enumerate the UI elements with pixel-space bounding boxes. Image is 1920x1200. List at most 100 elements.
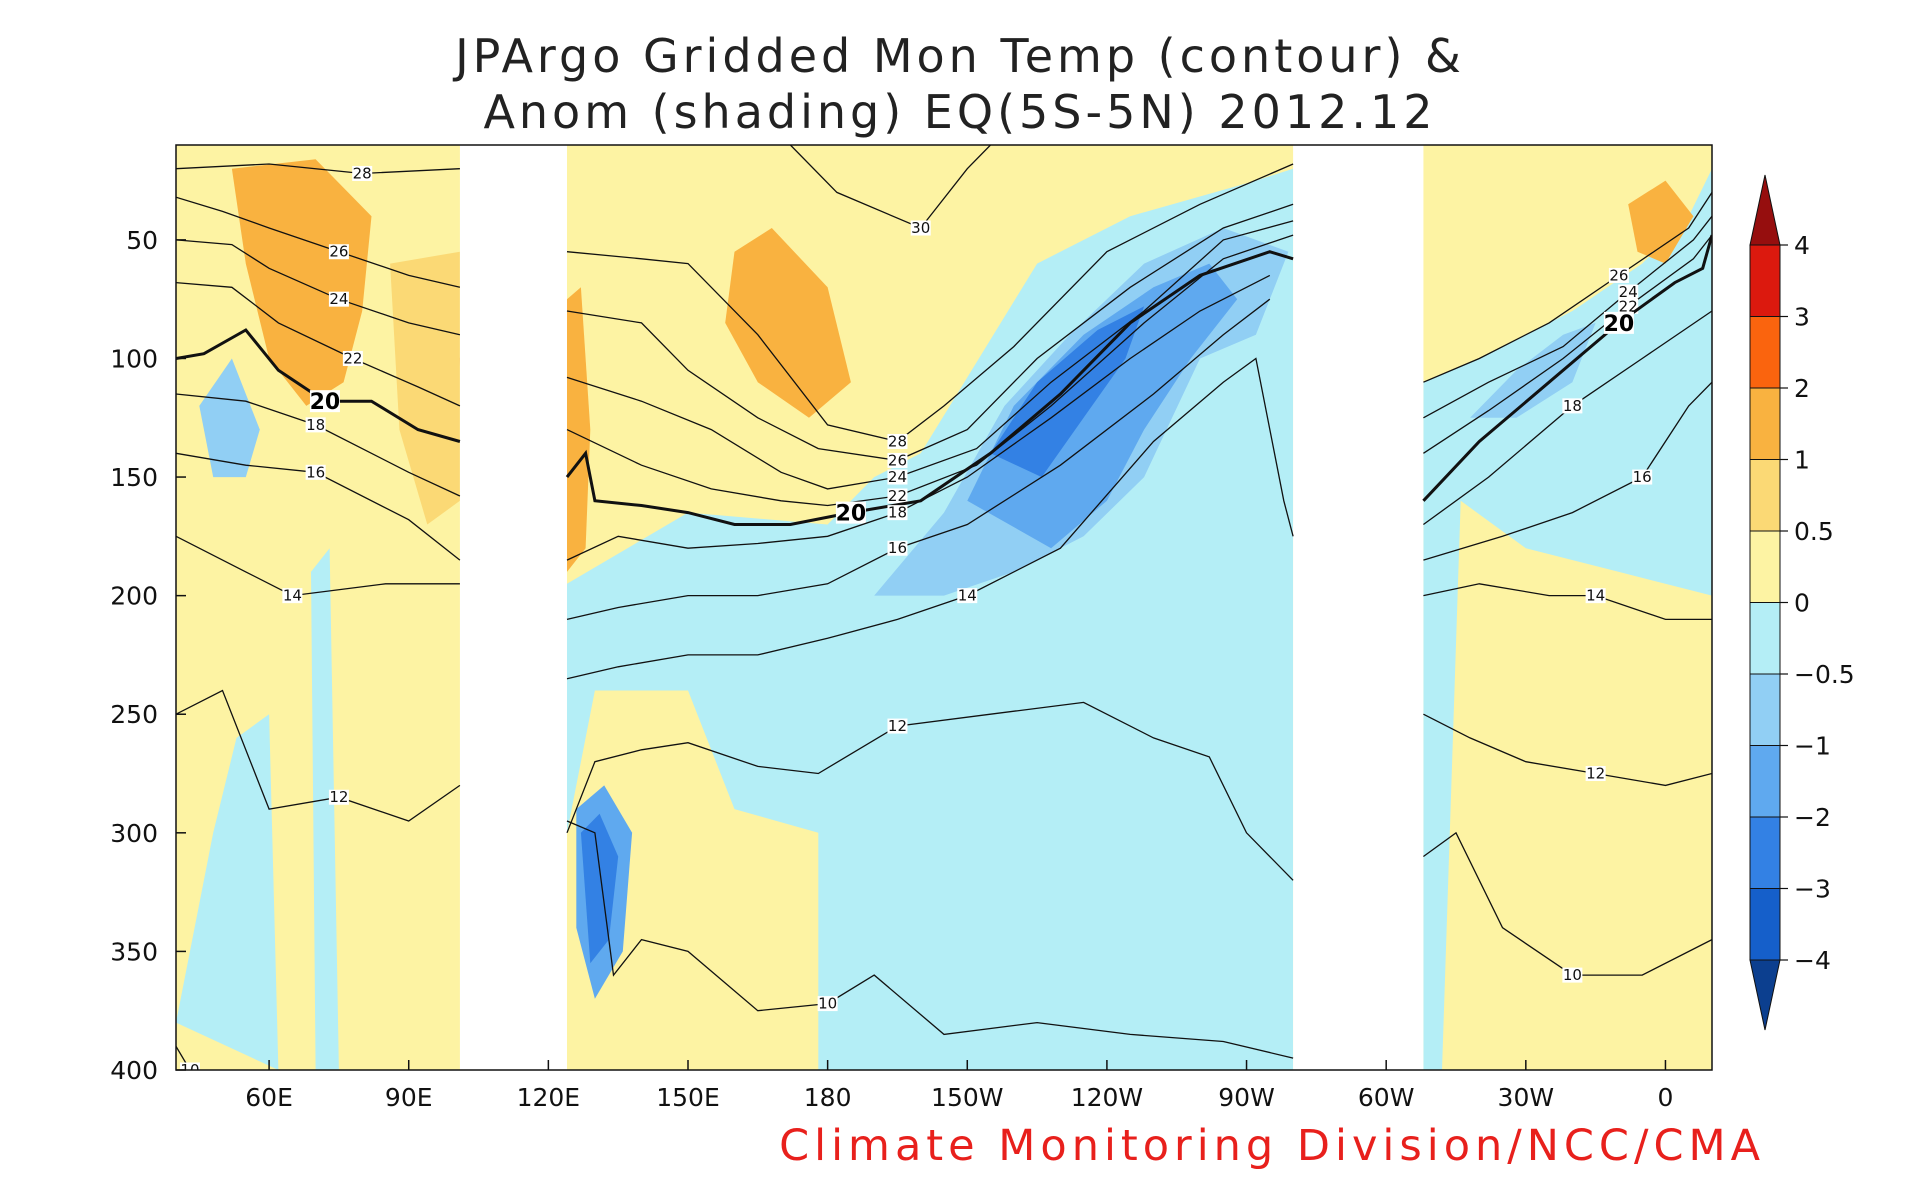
contour-label: 16 — [1632, 468, 1653, 486]
y-tick-label: 150 — [110, 463, 158, 492]
x-tick-label: 180 — [804, 1083, 852, 1112]
contour-label: 30 — [910, 219, 931, 237]
anomaly-region — [311, 548, 339, 1070]
x-tick-label: 90W — [1218, 1083, 1275, 1112]
contour-line — [1423, 234, 1712, 454]
x-tick-label: 120E — [517, 1083, 581, 1112]
svg-text:26: 26 — [329, 243, 348, 261]
colorbar-top-arrow — [1749, 174, 1781, 246]
x-tick-label: 120W — [1071, 1083, 1143, 1112]
contour-label: 12 — [887, 717, 908, 735]
svg-text:12: 12 — [329, 788, 348, 806]
colorbar-bin — [1749, 387, 1781, 460]
anomaly-region — [390, 251, 460, 525]
colorbar-label: −4 — [1794, 946, 1831, 975]
contour-label: 20 — [836, 501, 866, 527]
colorbar-label: 1 — [1794, 446, 1810, 475]
contour-label: 12 — [1585, 765, 1606, 783]
contour-line — [1423, 381, 1712, 561]
svg-text:16: 16 — [888, 539, 907, 557]
contour-label: 22 — [342, 349, 363, 367]
colorbar-bin — [1749, 673, 1781, 746]
contour-label: 28 — [887, 432, 908, 450]
contour-line — [1423, 583, 1712, 621]
svg-text:18: 18 — [306, 416, 325, 434]
contour-line — [1423, 713, 1712, 787]
svg-text:20: 20 — [1604, 312, 1635, 337]
colorbar-bin — [1749, 316, 1781, 389]
contour-label: 10 — [179, 1061, 200, 1070]
colorbar-bin — [1749, 816, 1781, 889]
svg-text:14: 14 — [283, 587, 302, 605]
svg-text:18: 18 — [888, 504, 907, 522]
svg-text:12: 12 — [888, 717, 907, 735]
contour-label: 14 — [1585, 587, 1606, 605]
contour-label: 24 — [887, 468, 908, 486]
anomaly-region — [967, 263, 1238, 549]
contour-20-line — [176, 328, 461, 443]
anomaly-region — [725, 228, 851, 418]
x-tick-label: 60W — [1358, 1083, 1415, 1112]
svg-text:28: 28 — [888, 432, 907, 450]
svg-text:10: 10 — [1563, 966, 1582, 984]
contour-label: 24 — [1618, 283, 1639, 301]
y-tick-label: 350 — [110, 937, 158, 966]
svg-text:16: 16 — [306, 463, 325, 481]
anomaly-region — [1470, 322, 1596, 418]
contour-label: 10 — [817, 995, 838, 1013]
colorbar-label: 3 — [1794, 303, 1810, 332]
contour-line — [176, 196, 461, 288]
contour-label: 20 — [1604, 311, 1635, 337]
contour-label: 14 — [282, 587, 303, 605]
colorbar-label: 4 — [1794, 231, 1810, 260]
svg-text:22: 22 — [343, 349, 362, 367]
svg-text:12: 12 — [1586, 765, 1605, 783]
colorbar: 4 3 2 1 0.5 0 −0.5 −1 −2 −3 −4 — [1749, 174, 1855, 1031]
svg-text:26: 26 — [1609, 266, 1628, 284]
contour-label: 18 — [887, 504, 908, 522]
contour-label: 10 — [1562, 966, 1583, 984]
svg-text:26: 26 — [888, 451, 907, 469]
svg-text:22: 22 — [1619, 297, 1638, 315]
colorbar-label: −0.5 — [1794, 660, 1855, 689]
colorbar-label: −2 — [1794, 803, 1831, 832]
colorbar-bin — [1749, 745, 1781, 818]
colorbar-label: −1 — [1794, 732, 1831, 761]
y-axis: 50 100 150 200 250 300 350 400 — [110, 226, 186, 1085]
contour-label: 14 — [957, 587, 978, 605]
svg-text:22: 22 — [888, 487, 907, 505]
contour-label: 18 — [1562, 397, 1583, 415]
colorbar-bin — [1749, 459, 1781, 532]
contour-line — [176, 689, 461, 822]
svg-text:14: 14 — [958, 587, 977, 605]
contour-label: 22 — [1618, 297, 1639, 315]
svg-text:18: 18 — [1563, 397, 1582, 415]
contour-label: 26 — [1608, 266, 1629, 284]
svg-text:28: 28 — [353, 164, 372, 182]
x-tick-label: 30W — [1498, 1083, 1555, 1112]
y-tick-label: 50 — [126, 226, 158, 255]
contour-line — [1423, 215, 1712, 419]
contour-line — [176, 163, 460, 175]
land-gap — [459, 145, 567, 1070]
x-tick-label: 90E — [385, 1083, 433, 1112]
contour-label: 28 — [352, 164, 373, 182]
colorbar-label: −3 — [1794, 875, 1831, 904]
colorbar-label: 0.5 — [1794, 517, 1834, 546]
anomaly-region — [567, 287, 591, 572]
contour-label: 16 — [887, 539, 908, 557]
land-gap — [1293, 145, 1424, 1070]
contour-label: 26 — [887, 451, 908, 469]
credit-text: Climate Monitoring Division/NCC/CMA — [779, 1121, 1765, 1171]
x-tick-label: 60E — [245, 1083, 293, 1112]
colorbar-bin — [1749, 244, 1781, 317]
y-tick-label: 100 — [110, 344, 158, 373]
y-tick-label: 300 — [110, 819, 158, 848]
svg-text:30: 30 — [911, 219, 930, 237]
anomaly-region — [199, 358, 260, 478]
contour-label: 18 — [305, 416, 326, 434]
contour-line — [1423, 192, 1712, 383]
svg-text:16: 16 — [1633, 468, 1652, 486]
